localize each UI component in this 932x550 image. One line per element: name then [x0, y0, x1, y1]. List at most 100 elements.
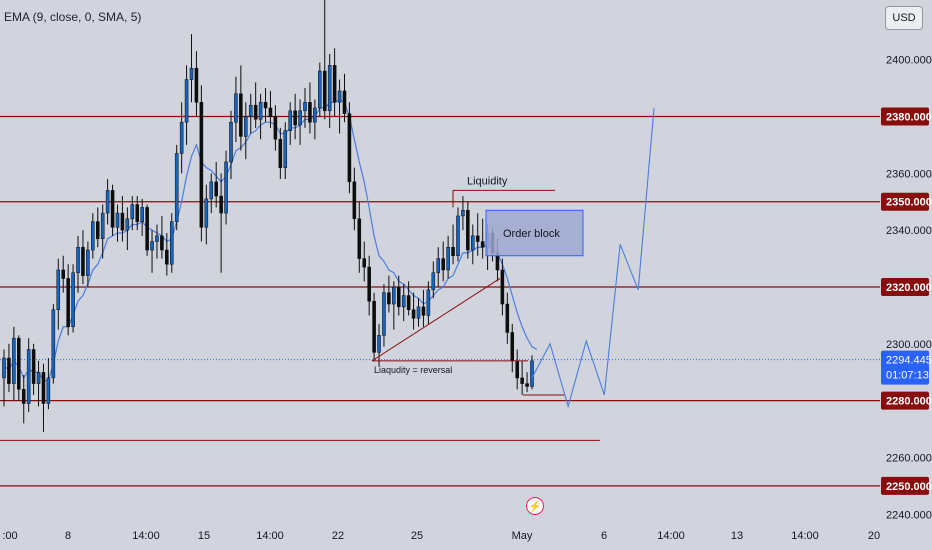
candle-body — [278, 138, 283, 168]
level-tag-bg — [881, 277, 929, 296]
candle — [224, 150, 228, 225]
level-tag: 2280.000 — [881, 391, 932, 410]
candle — [66, 264, 70, 336]
candle-body — [184, 79, 189, 123]
candle-body — [313, 107, 317, 123]
candle — [293, 93, 297, 140]
candle-body — [525, 383, 529, 387]
candle — [179, 102, 184, 174]
candle-body — [332, 65, 337, 103]
candle-body — [505, 303, 510, 333]
liquidity-label: Liquidity — [467, 175, 508, 187]
candle — [426, 281, 431, 324]
candle-body — [31, 349, 36, 384]
candle — [100, 204, 105, 259]
level-tag-label: 2380.000 — [886, 112, 932, 124]
candle — [21, 375, 26, 424]
y-tick-label: 2260.000 — [886, 452, 932, 464]
currency-button[interactable]: USD — [885, 6, 923, 30]
x-tick-label: :00 — [2, 530, 17, 542]
candle-body — [105, 190, 110, 214]
candle-body — [426, 289, 431, 316]
candle — [125, 207, 130, 251]
candle-body — [357, 218, 362, 259]
horizontal-levels — [0, 115, 880, 487]
candle-body — [51, 309, 56, 379]
candle-body — [283, 130, 288, 168]
candle-body — [293, 110, 297, 126]
candle — [46, 358, 51, 410]
candle-body — [244, 116, 248, 137]
price-axis[interactable] — [880, 0, 932, 520]
candle-body — [401, 295, 406, 308]
y-tick-label: 2360.000 — [886, 168, 932, 180]
candle-body — [150, 241, 154, 251]
x-tick-label: 20 — [868, 530, 880, 542]
candle-body — [253, 104, 258, 120]
candle — [480, 218, 485, 259]
candle-body — [367, 266, 371, 302]
candle — [41, 363, 46, 432]
candle-body — [26, 349, 31, 404]
candle — [283, 122, 288, 180]
candle — [288, 102, 292, 145]
candle-body — [2, 357, 6, 379]
candle-body — [229, 121, 233, 163]
candle — [12, 326, 16, 401]
y-tick-label: 2340.000 — [886, 225, 932, 237]
x-tick-label: 6 — [601, 530, 607, 542]
candle — [120, 196, 125, 242]
candle — [219, 173, 223, 273]
candle — [416, 298, 421, 327]
candle-body — [263, 102, 268, 109]
candle-body — [392, 286, 396, 305]
candle-body — [475, 235, 480, 242]
lightning-icon[interactable]: ⚡ — [526, 497, 544, 515]
candle — [253, 82, 258, 128]
candle — [145, 204, 149, 256]
candle — [456, 207, 460, 262]
candle — [268, 90, 273, 128]
forecast-path — [531, 107, 655, 409]
indicator-legend[interactable]: EMA (9, close, 0, SMA, 5) — [4, 10, 142, 24]
level-tag-label: 2320.000 — [886, 282, 932, 294]
candle — [352, 167, 357, 231]
candle — [392, 281, 396, 330]
candle — [505, 292, 510, 344]
candle-body — [248, 104, 253, 117]
current-price-tag: 2294.445 01:07:13 — [881, 350, 932, 385]
x-tick-label: 8 — [65, 530, 71, 542]
countdown-label: 01:07:13 — [886, 370, 929, 382]
drawings-layer: Order block Liquidity Liaqudity = reversal — [371, 107, 655, 409]
candle — [91, 213, 95, 259]
candle — [189, 34, 194, 103]
candle-body — [234, 93, 238, 123]
candle-body — [318, 70, 322, 109]
candle-body — [219, 195, 223, 214]
candle — [382, 284, 386, 347]
order-block-label: Order block — [503, 228, 560, 240]
candle-body — [36, 371, 41, 384]
time-axis[interactable] — [0, 520, 932, 550]
candle — [308, 82, 312, 134]
candle — [362, 241, 367, 282]
candle-body — [110, 190, 115, 228]
candle — [263, 88, 268, 123]
candle — [446, 235, 450, 279]
candle-body — [135, 204, 140, 222]
candle-body — [456, 215, 460, 256]
y-tick-label: 2300.000 — [886, 339, 932, 351]
candle-body — [396, 286, 401, 308]
candle-body — [441, 258, 445, 271]
candle — [169, 213, 174, 273]
candle — [396, 275, 401, 316]
candle-body — [46, 377, 51, 404]
candle-body — [189, 67, 194, 80]
candle — [520, 360, 524, 395]
candle-body — [169, 221, 174, 265]
candle — [461, 196, 465, 231]
candle — [61, 255, 65, 293]
candle-body — [372, 300, 376, 353]
candle-body — [406, 295, 411, 310]
